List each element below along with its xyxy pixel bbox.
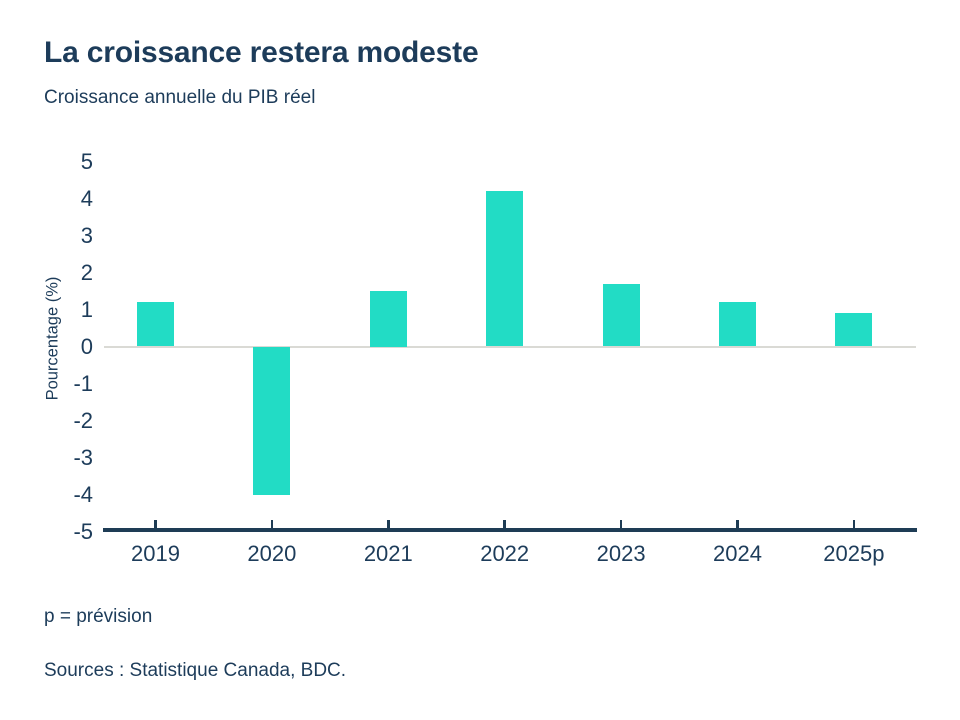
x-tick-label-2021: 2021 xyxy=(363,541,413,566)
y-tick-label-0: 0 xyxy=(80,333,93,359)
x-tick-label-2024: 2024 xyxy=(713,541,762,566)
x-tick-2022 xyxy=(503,520,506,528)
y-tick-label-2: 2 xyxy=(80,259,93,285)
y-tick-label--2: -2 xyxy=(73,407,93,433)
bar-2022 xyxy=(486,191,524,347)
bar-2023 xyxy=(602,283,640,347)
bar-2025p xyxy=(835,313,873,347)
page-title: La croissance restera modeste xyxy=(44,36,479,69)
y-tick-label-3: 3 xyxy=(80,222,93,248)
x-tick-2024 xyxy=(736,520,739,528)
bar-2019 xyxy=(137,302,174,347)
y-tick-label-4: 4 xyxy=(80,185,93,211)
x-tick-label-2022: 2022 xyxy=(480,541,530,566)
x-tick-2020 xyxy=(270,520,274,528)
x-tick-label-2020: 2020 xyxy=(247,541,297,566)
x-tick-2021 xyxy=(387,520,390,528)
x-axis-line xyxy=(103,528,917,532)
bar-2021 xyxy=(369,291,407,347)
x-tick-2025p xyxy=(852,520,856,528)
y-tick-label-1: 1 xyxy=(80,296,93,322)
bar-2024 xyxy=(719,302,756,347)
y-tick-label-5: 5 xyxy=(80,148,93,174)
footnote: p = prévision xyxy=(44,606,153,627)
x-tick-label-2025p: 2025p xyxy=(823,541,885,566)
x-tick-label-2019: 2019 xyxy=(131,541,180,566)
y-tick-label--3: -3 xyxy=(73,444,93,470)
zero-baseline xyxy=(104,345,916,348)
y-tick-label--4: -4 xyxy=(73,481,93,507)
y-tick-label--5: -5 xyxy=(73,518,93,544)
sources-text: Sources : Statistique Canada, BDC. xyxy=(44,660,347,681)
bar-2020 xyxy=(253,346,291,495)
x-tick-label-2023: 2023 xyxy=(596,541,646,566)
x-tick-2023 xyxy=(619,520,623,528)
y-tick-label--1: -1 xyxy=(73,370,93,396)
x-tick-2019 xyxy=(154,520,157,528)
chart-subtitle: Croissance annuelle du PIB réel xyxy=(44,87,316,108)
